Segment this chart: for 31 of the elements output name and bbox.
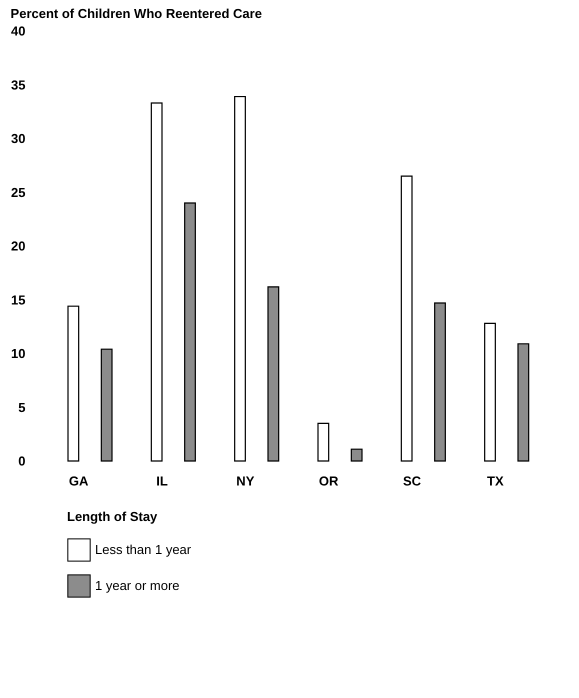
y-tick-label: 0: [18, 454, 26, 468]
bar: [267, 286, 280, 462]
bar: [234, 96, 246, 462]
y-tick-label: 30: [11, 131, 26, 146]
bar: [184, 202, 196, 462]
legend-label: Less than 1 year: [95, 542, 192, 557]
x-tick-label: GA: [68, 474, 90, 488]
x-tick-label: NY: [236, 474, 255, 488]
bar: [350, 448, 363, 462]
bar: [150, 102, 163, 462]
legend-label: 1 year or more: [95, 578, 180, 593]
bar: [434, 302, 446, 462]
bar: [517, 343, 530, 462]
y-tick-label: 25: [11, 184, 26, 200]
bar: [100, 348, 113, 462]
x-tick-label: OR: [318, 474, 340, 488]
y-tick-label: 15: [11, 292, 26, 308]
y-tick-label: 40: [11, 24, 26, 38]
bar: [317, 422, 330, 462]
bar: [67, 306, 80, 462]
y-tick-label: 10: [11, 346, 26, 361]
y-tick-label: 5: [18, 400, 26, 415]
x-tick-label: IL: [156, 474, 168, 488]
chart-title: Percent of Children Who Reentered Care: [10, 6, 262, 21]
x-tick-label: TX: [487, 474, 504, 488]
y-tick-label: 35: [11, 77, 26, 92]
bar: [484, 322, 496, 462]
x-tick-label: SC: [402, 474, 422, 488]
bar: [400, 176, 413, 462]
y-tick-label: 20: [11, 238, 26, 254]
legend-title: Length of Stay: [67, 509, 158, 524]
